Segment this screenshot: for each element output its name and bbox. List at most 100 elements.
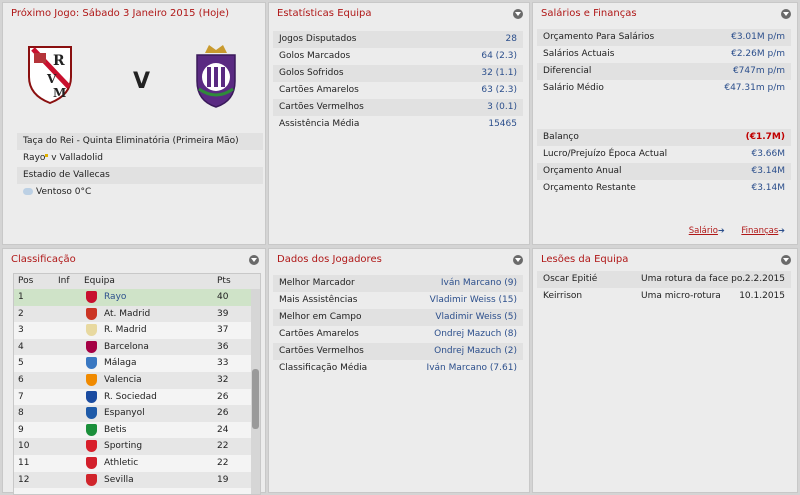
rayo-crest-icon[interactable]: R V M: [25, 43, 75, 105]
player-row: Cartões Vermelhos Ondrej Mazuch (2): [273, 343, 523, 360]
row-team-link[interactable]: Málaga: [104, 358, 137, 369]
table-row[interactable]: 3 R. Madrid 37: [14, 322, 260, 339]
injury-row[interactable]: Keirrison Uma micro-rotura 10.1.2015: [537, 288, 791, 305]
row-team-link[interactable]: Valencia: [104, 374, 142, 385]
club-shield-icon: [86, 357, 97, 370]
player-stat-label: Cartões Amarelos: [279, 329, 359, 339]
home-team-link[interactable]: Rayo: [23, 153, 46, 163]
table-row[interactable]: 9 Betis 24: [14, 422, 260, 439]
table-row[interactable]: 8 Espanyol 26: [14, 405, 260, 422]
row-team-link[interactable]: Betis: [104, 424, 127, 435]
player-stat-label: Cartões Vermelhos: [279, 346, 364, 356]
match-separator: v: [51, 153, 57, 163]
finances-link-label: Finanças: [741, 226, 779, 236]
finance-label: Diferencial: [543, 66, 592, 76]
finance-label: Lucro/Prejuízo Época Actual: [543, 149, 668, 159]
svg-text:R: R: [53, 53, 65, 69]
table-header: Pos Inf Equipa Pts: [14, 274, 260, 289]
row-team-link[interactable]: Sporting: [104, 441, 143, 452]
table-scrollbar[interactable]: [251, 289, 260, 494]
finance-value: €2.26M p/m: [731, 49, 785, 59]
arrow-right-icon: ➔: [717, 226, 725, 235]
row-team-link[interactable]: Rayo: [104, 292, 127, 302]
injuries-title: Lesões da Equipa: [541, 254, 629, 265]
row-position: 12: [18, 474, 30, 485]
finances-link[interactable]: Finanças: [741, 226, 778, 236]
player-link[interactable]: Ondrej Mazuch (2): [434, 346, 517, 356]
salary-link[interactable]: Salário: [689, 226, 718, 236]
row-team-link[interactable]: At. Madrid: [104, 308, 151, 319]
table-row[interactable]: 10 Sporting 22: [14, 438, 260, 455]
finance-label: Salários Actuais: [543, 49, 615, 59]
col-inf-header[interactable]: Inf: [58, 276, 70, 286]
table-body: 1 Rayo 40 2 At. Madrid 39 3 R. Madrid 37 4 Barcelo…: [14, 289, 260, 489]
panel-title: Próximo Jogo: Sábado 3 Janeiro 2015 (Hoj…: [3, 3, 265, 25]
row-team-link[interactable]: Athletic: [104, 457, 139, 468]
stat-row: Cartões Amarelos 63 (2.3): [273, 82, 523, 99]
match-stadium[interactable]: Estadio de Vallecas: [17, 167, 263, 184]
injury-row[interactable]: Oscar Epitié Uma rotura da face po.. 2.2…: [537, 271, 791, 288]
col-pts-header[interactable]: Pts: [217, 276, 231, 286]
valladolid-crest-icon[interactable]: [191, 43, 241, 109]
league-table-panel: Classificação Pos Inf Equipa Pts 1 Rayo 40…: [2, 248, 266, 495]
table-row[interactable]: 1 Rayo 40: [14, 289, 260, 306]
options-menu-icon[interactable]: [249, 255, 259, 265]
table-row[interactable]: 11 Athletic 22: [14, 455, 260, 472]
options-menu-icon[interactable]: [781, 9, 791, 19]
player-link[interactable]: Iván Marcano (7.61): [426, 363, 517, 373]
stat-value: 32 (1.1): [481, 68, 517, 78]
league-table: Pos Inf Equipa Pts 1 Rayo 40 2 At. Madrid 39 3…: [13, 273, 261, 495]
stat-label: Jogos Disputados: [279, 34, 357, 44]
team-stats-title: Estatísticas Equipa: [277, 8, 372, 19]
row-team-link[interactable]: R. Sociedad: [104, 391, 157, 402]
injured-player-name[interactable]: Oscar Epitié: [543, 274, 598, 284]
player-link[interactable]: Vladimir Weiss (15): [429, 295, 517, 305]
col-team-header[interactable]: Equipa: [84, 276, 115, 286]
salary-link-label: Salário: [688, 226, 718, 236]
stat-label: Assistência Média: [279, 119, 360, 129]
row-team-link[interactable]: Espanyol: [104, 408, 145, 419]
options-menu-icon[interactable]: [513, 9, 523, 19]
row-points: 33: [217, 358, 229, 369]
finance-label: Balanço: [543, 132, 579, 142]
match-weather: Ventoso 0°C: [17, 184, 263, 201]
finance-row: Salário Médio €47.31m p/m: [537, 80, 791, 97]
finance-value: €3.14M: [751, 183, 785, 193]
table-row[interactable]: 2 At. Madrid 39: [14, 305, 260, 323]
table-row[interactable]: 7 R. Sociedad 26: [14, 389, 260, 406]
injured-player-name[interactable]: Keirrison: [543, 291, 583, 301]
row-points: 32: [217, 374, 229, 385]
player-row: Melhor em Campo Vladimir Weiss (5): [273, 309, 523, 326]
club-shield-icon: [86, 324, 97, 337]
player-data-title: Dados dos Jogadores: [277, 254, 382, 265]
row-points: 19: [217, 474, 229, 485]
table-row[interactable]: 6 Valencia 32: [14, 371, 260, 389]
stat-value: 28: [505, 34, 517, 44]
finance-value: €3.01M p/m: [731, 32, 785, 42]
table-row[interactable]: 5 Málaga 33: [14, 355, 260, 372]
row-team-link[interactable]: R. Madrid: [104, 325, 147, 336]
competition-text: Taça do Rei - Quinta Eliminatória (Prime…: [23, 136, 239, 146]
scrollbar-thumb[interactable]: [252, 369, 259, 429]
options-menu-icon[interactable]: [513, 255, 523, 265]
row-team-link[interactable]: Sevilla: [104, 474, 134, 485]
table-row[interactable]: 4 Barcelona 36: [14, 338, 260, 356]
player-link[interactable]: Vladimir Weiss (5): [435, 312, 517, 322]
player-row: Cartões Amarelos Ondrej Mazuch (8): [273, 326, 523, 343]
row-position: 11: [18, 457, 30, 468]
balance-value: (€1.7M): [745, 132, 785, 142]
club-shield-icon: [86, 440, 97, 453]
options-menu-icon[interactable]: [781, 255, 791, 265]
col-pos-header[interactable]: Pos: [18, 276, 34, 286]
table-row[interactable]: 12 Sevilla 19: [14, 471, 260, 489]
match-competition[interactable]: Taça do Rei - Quinta Eliminatória (Prime…: [17, 133, 263, 150]
finances-title: Salários e Finanças: [541, 8, 637, 19]
player-link[interactable]: Ondrej Mazuch (8): [434, 329, 517, 339]
row-team-link[interactable]: Barcelona: [104, 341, 149, 352]
player-row: Classificação Média Iván Marcano (7.61): [273, 360, 523, 377]
stadium-text: Estadio de Vallecas: [23, 170, 110, 180]
away-team-link[interactable]: Valladolid: [59, 153, 103, 163]
finance-row: Balanço (€1.7M): [537, 129, 791, 146]
player-link[interactable]: Iván Marcano (9): [440, 278, 517, 288]
row-position: 4: [18, 341, 24, 352]
